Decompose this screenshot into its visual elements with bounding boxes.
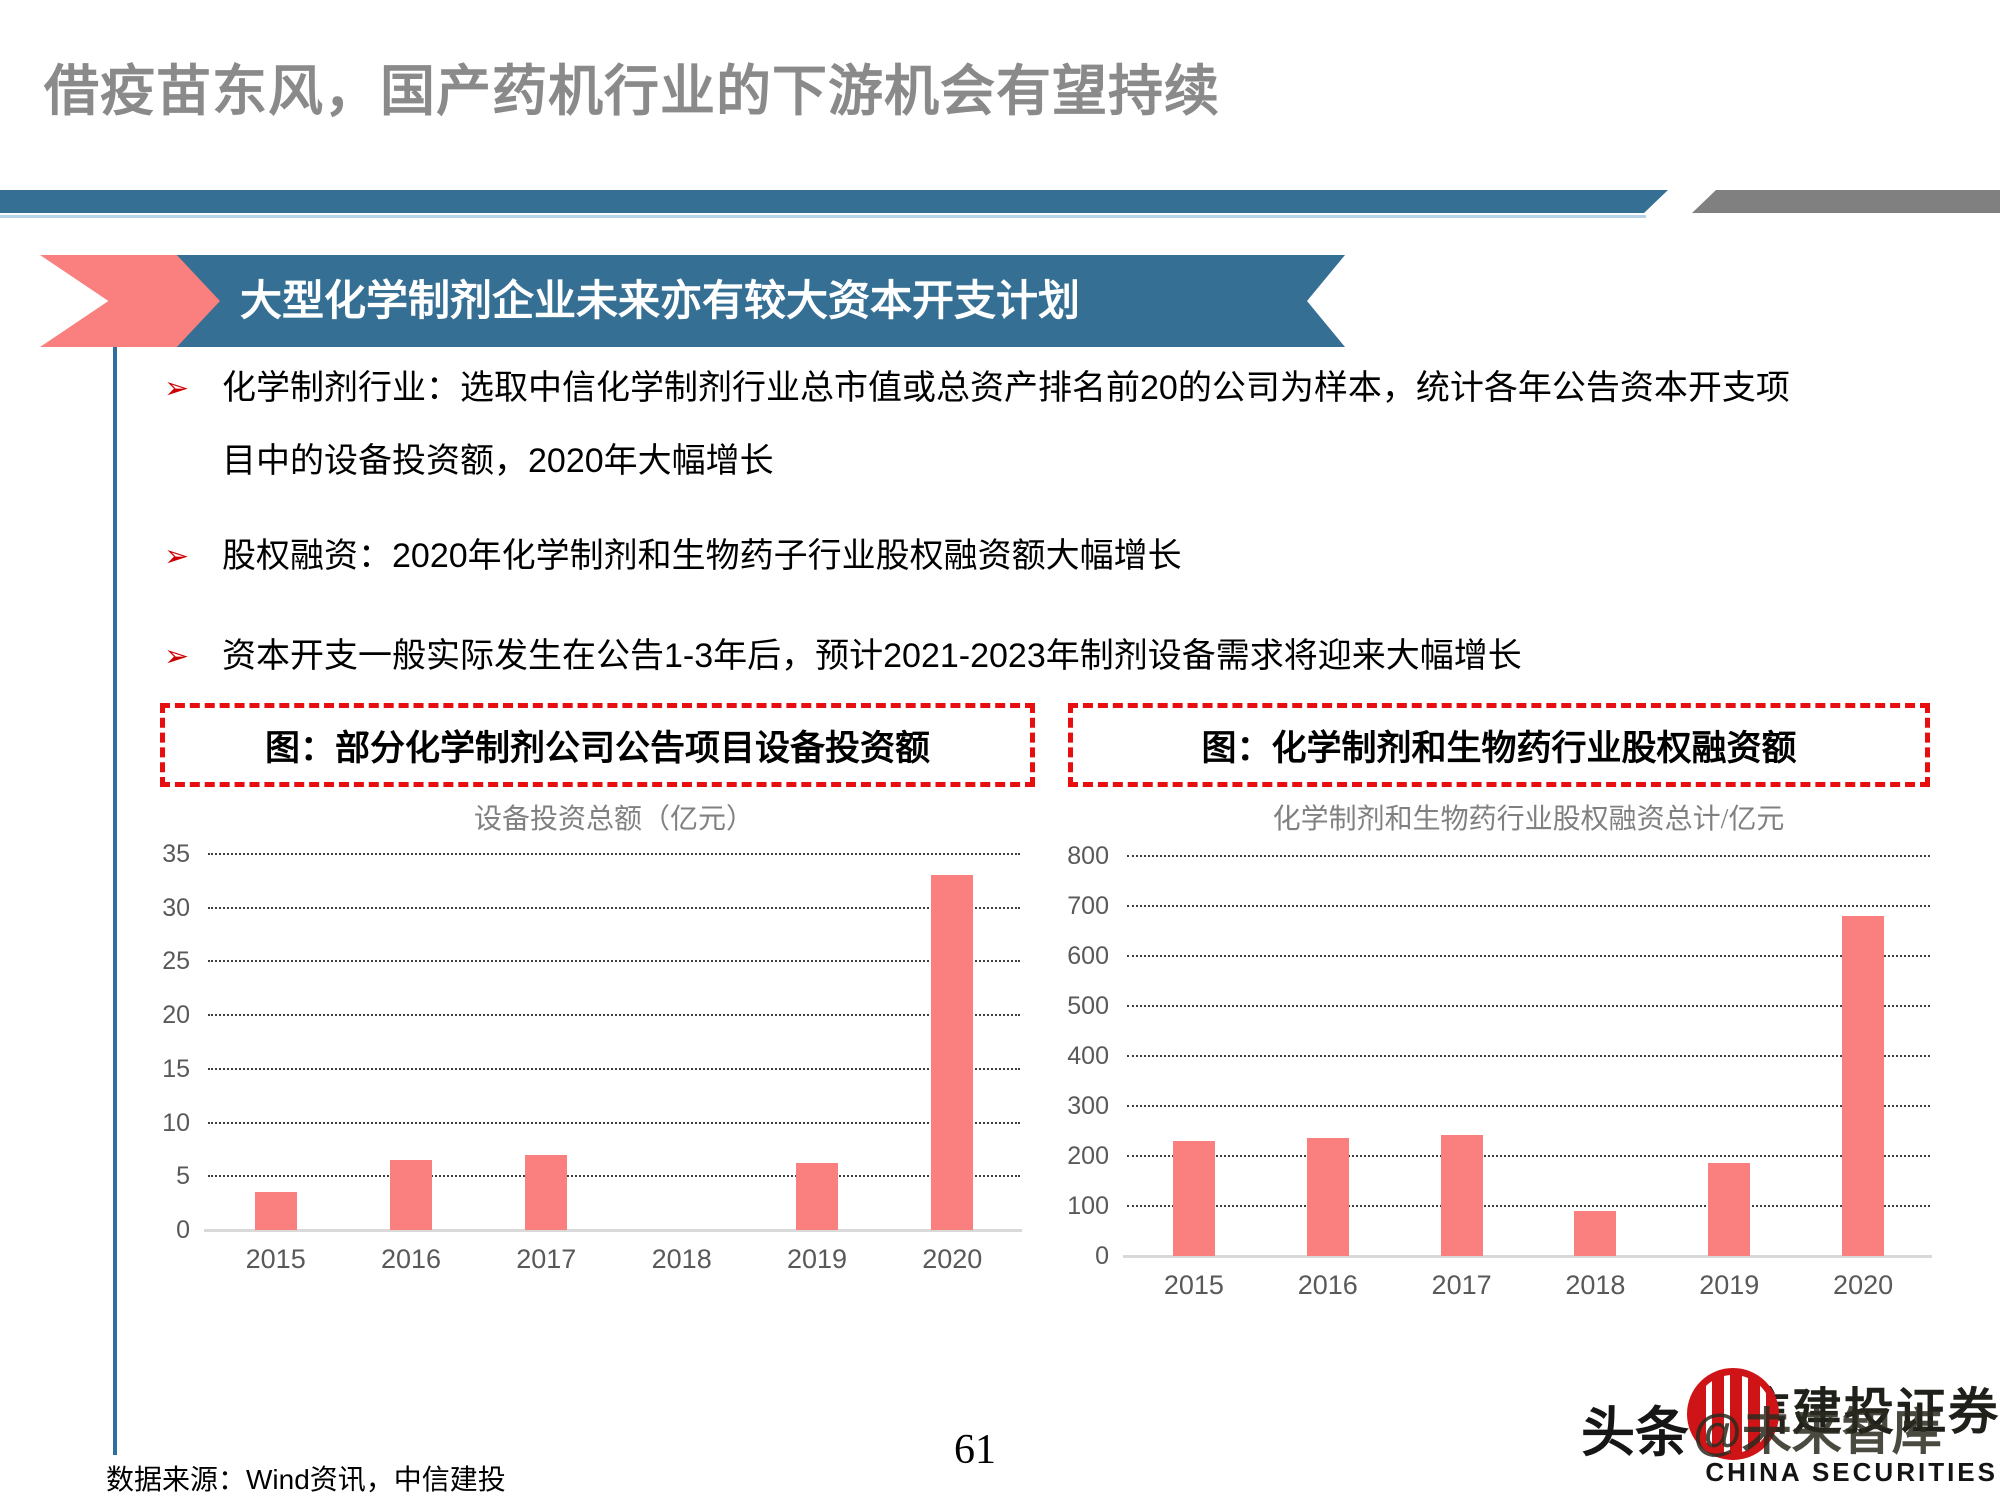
y-tick-label: 700	[1067, 892, 1109, 920]
y-tick-label: 500	[1067, 992, 1109, 1020]
section-banner-title: 大型化学制剂企业未来亦有较大资本开支计划	[240, 277, 1081, 324]
gridline	[208, 853, 1020, 855]
x-tick-label: 2015	[1163, 1270, 1224, 1300]
gridline	[1127, 1105, 1930, 1107]
toutiao-handle-text: @未来智库	[1693, 1404, 1942, 1460]
y-tick-label: 20	[162, 1001, 190, 1030]
bullet-text: 化学制剂行业：选取中信化学制剂行业总市值或总资产排名前20的公司为样本，统计各年…	[222, 369, 1790, 480]
bar-2019	[1708, 1163, 1751, 1256]
bullet-arrow-icon: ➢	[164, 372, 190, 405]
gridline	[1127, 1205, 1930, 1207]
bar-2016	[1306, 1138, 1349, 1256]
page-title: 借疫苗东风，国产药机行业的下游机会有望持续	[44, 60, 1221, 122]
figure-title-right: 图：化学制剂和生物药行业股权融资额	[1201, 728, 1797, 768]
bar-2018	[1574, 1211, 1617, 1256]
bullet-arrow-icon: ➢	[164, 540, 190, 573]
gridline	[208, 1067, 1020, 1070]
y-tick-label: 0	[1095, 1242, 1109, 1270]
x-tick-label: 2020	[922, 1244, 983, 1274]
y-tick-label: 5	[176, 1162, 190, 1191]
y-tick-label: 300	[1067, 1092, 1109, 1120]
section-banner-ribbon: 大型化学制剂企业未来亦有较大资本开支计划	[170, 255, 1345, 347]
y-tick-label: 25	[162, 947, 190, 976]
bar-2016	[390, 1160, 432, 1230]
y-tick-label: 30	[162, 893, 190, 922]
bar-2017	[1440, 1135, 1483, 1256]
figure-title-left: 图：部分化学制剂公司公告项目设备投资额	[264, 728, 930, 768]
y-tick-label: 100	[1067, 1192, 1109, 1220]
gridline	[208, 1121, 1020, 1124]
chart-axis-title-right: 化学制剂和生物药行业股权融资总计/亿元	[1272, 804, 1785, 835]
x-tick-label: 2019	[1699, 1270, 1760, 1300]
gridline	[208, 906, 1020, 909]
y-tick-label: 800	[1067, 842, 1109, 870]
bullet-item-2: ➢ 股权融资：2020年化学制剂和生物药子行业股权融资额大幅增长	[164, 520, 1812, 593]
y-tick-label: 200	[1067, 1142, 1109, 1170]
gridline	[1127, 1055, 1930, 1057]
gridline	[208, 1175, 1020, 1178]
x-tick-label: 2020	[1833, 1270, 1894, 1300]
bullet-item-1: ➢ 化学制剂行业：选取中信化学制剂行业总市值或总资产排名前20的公司为样本，统计…	[164, 352, 1812, 498]
gridline	[1127, 955, 1930, 957]
y-tick-label: 15	[162, 1054, 190, 1083]
bar-2015	[1172, 1141, 1215, 1256]
title-underline-highlight	[0, 215, 1646, 218]
x-tick-label: 2016	[1297, 1270, 1358, 1300]
x-tick-label: 2018	[651, 1244, 712, 1274]
y-tick-label: 0	[176, 1216, 190, 1244]
bar-2019	[796, 1163, 838, 1230]
bar-chart-left: 0 5 10 15 20 25 30 35 2015 2016 2017 2018 2019 2020	[162, 840, 1022, 1274]
page-number: 61	[954, 1427, 996, 1473]
gridline	[208, 960, 1020, 963]
bullet-item-3: ➢ 资本开支一般实际发生在公告1-3年后，预计2021-2023年制剂设备需求将…	[164, 620, 1812, 693]
y-tick-label: 400	[1067, 1042, 1109, 1070]
x-tick-label: 2016	[380, 1244, 442, 1274]
title-underline-gray-bar	[1692, 190, 2000, 213]
x-tick-label: 2015	[245, 1244, 306, 1274]
bar-2015	[254, 1192, 297, 1230]
data-source-note: 数据来源：Wind资讯，中信建投	[106, 1464, 506, 1495]
chart-axis-title-left: 设备投资总额（亿元）	[473, 804, 754, 835]
y-tick-label: 600	[1067, 942, 1109, 970]
bar-chart-right: 0 100 200 300 400 500 600 700 800 2015 2016 2017 201…	[1067, 842, 1932, 1300]
gridline	[1127, 1155, 1930, 1157]
y-tick-label: 35	[162, 840, 190, 868]
gridline	[1127, 905, 1930, 907]
bar-2017	[525, 1155, 568, 1230]
figure-title-box-right: 图：化学制剂和生物药行业股权融资额	[1068, 703, 1930, 787]
gridline	[1127, 855, 1930, 857]
watermark-logo: 中信建投证券 头条 @未来智库 CHINA SECURITIES	[1575, 1368, 2000, 1488]
brand-en-text: CHINA SECURITIES	[1705, 1457, 1998, 1487]
bullet-text: 股权融资：2020年化学制剂和生物药子行业股权融资额大幅增长	[222, 537, 1182, 575]
x-tick-label: 2019	[786, 1244, 848, 1274]
figure-title-box-left: 图：部分化学制剂公司公告项目设备投资额	[160, 703, 1035, 787]
gridline	[1127, 1005, 1930, 1007]
x-axis-line	[204, 1229, 1022, 1232]
gridline	[208, 1014, 1020, 1017]
bullet-arrow-icon: ➢	[164, 640, 190, 673]
left-accent-line	[113, 347, 117, 1455]
x-tick-label: 2018	[1565, 1270, 1626, 1300]
toutiao-seal-icon	[1687, 1368, 1779, 1460]
title-underline-blue-bar	[0, 190, 1668, 213]
x-tick-label: 2017	[1431, 1270, 1492, 1300]
toutiao-logo-text: 头条	[1581, 1403, 1689, 1463]
y-tick-label: 10	[162, 1108, 190, 1137]
x-axis-line	[1123, 1255, 1932, 1258]
bar-2020	[1842, 916, 1885, 1256]
bullet-text: 资本开支一般实际发生在公告1-3年后，预计2021-2023年制剂设备需求将迎来…	[222, 637, 1522, 675]
x-tick-label: 2017	[516, 1244, 577, 1274]
bar-2020	[931, 875, 974, 1230]
